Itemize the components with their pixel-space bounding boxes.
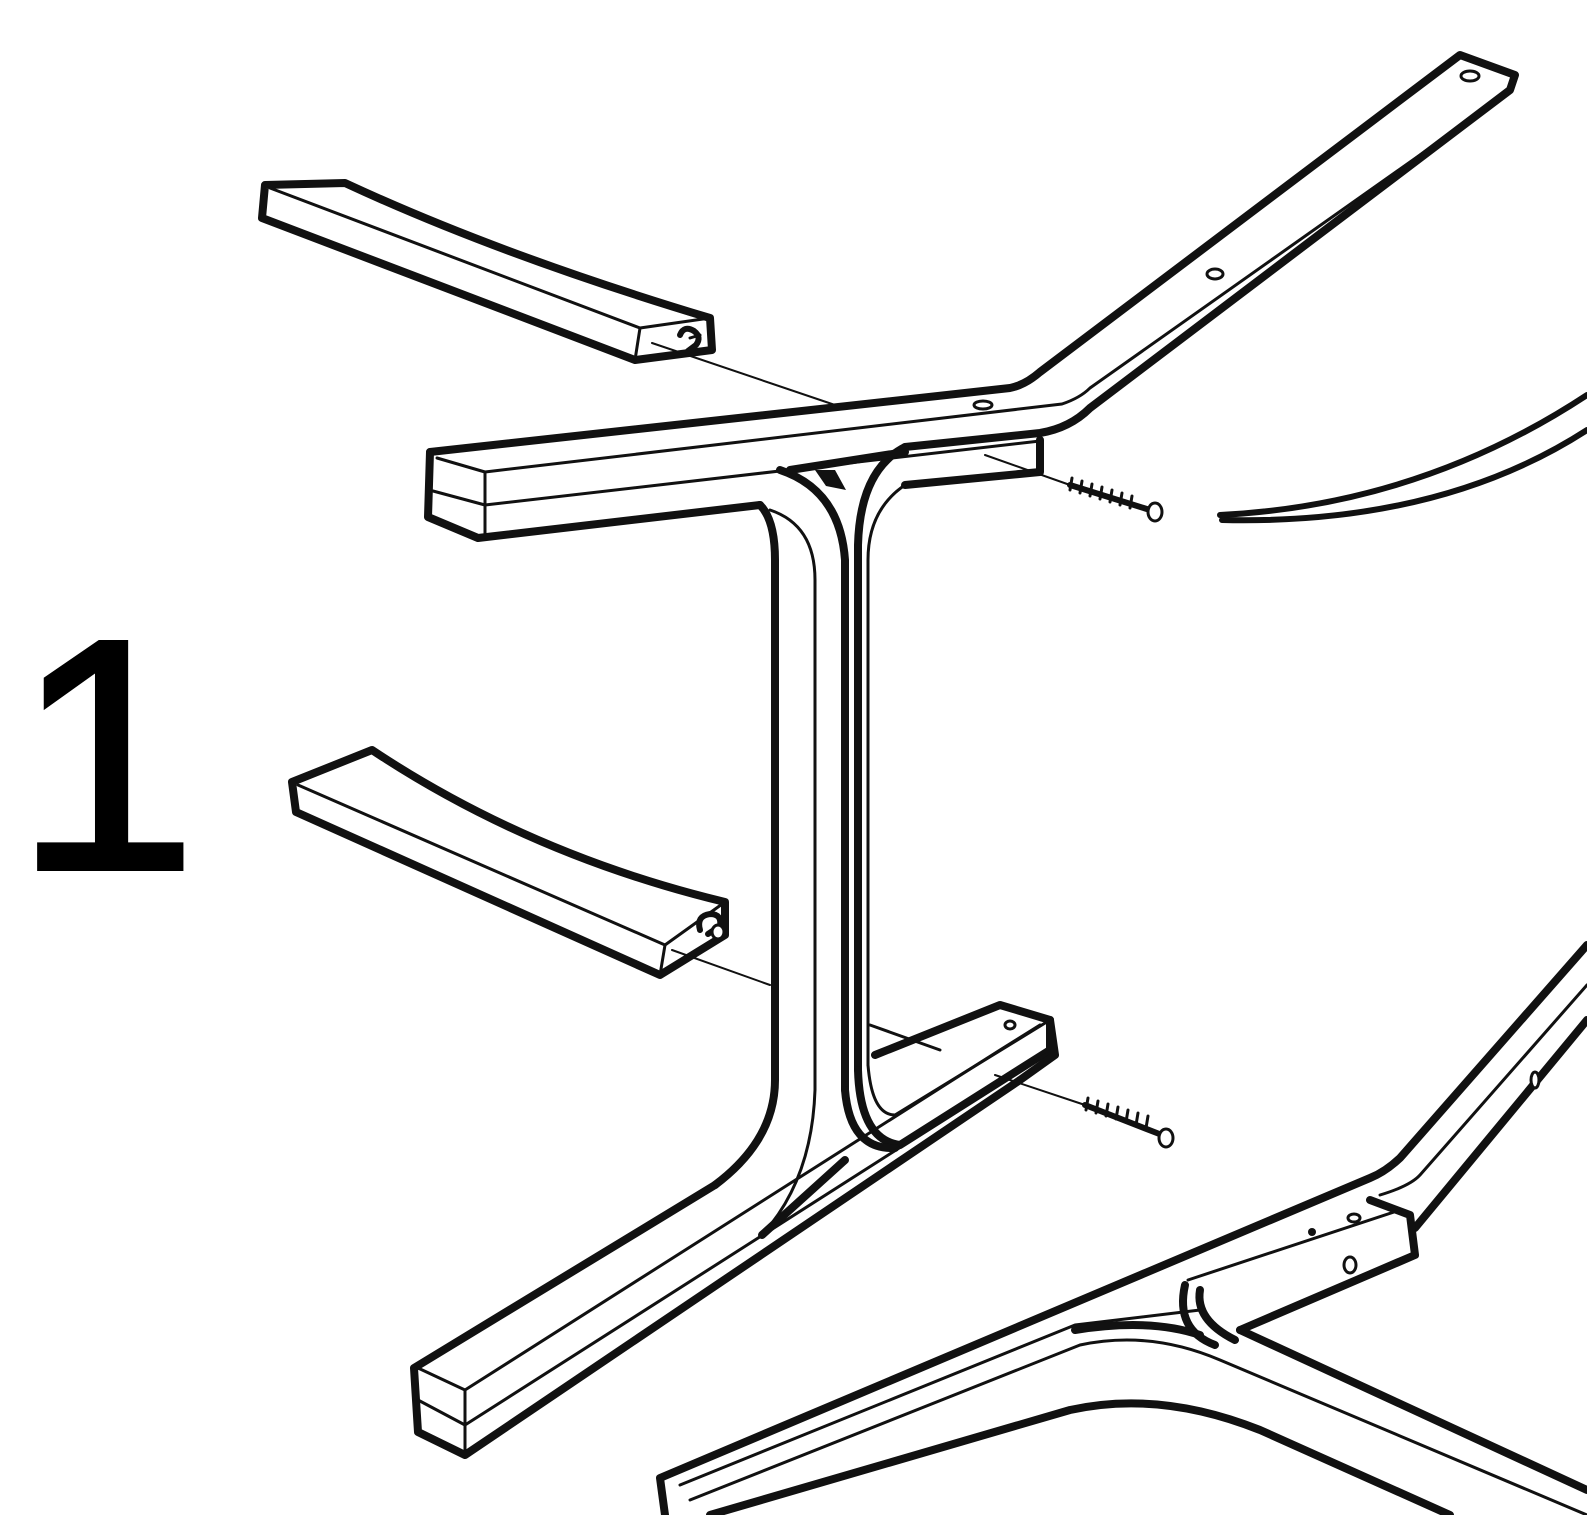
lower-guide-line xyxy=(671,949,771,986)
lower-bolt xyxy=(994,1074,1175,1149)
lower-cross-rail xyxy=(288,746,729,979)
step-number: 1 xyxy=(12,570,200,939)
third-frame-partial xyxy=(656,941,1587,1515)
upper-guide-line xyxy=(651,342,836,406)
assembly-frame xyxy=(410,51,1519,1459)
second-frame-partial xyxy=(1217,392,1587,524)
upper-cross-rail xyxy=(258,179,716,364)
upper-bolt xyxy=(984,454,1164,523)
upper-dowel xyxy=(677,325,702,354)
lower-dowel xyxy=(696,911,726,941)
